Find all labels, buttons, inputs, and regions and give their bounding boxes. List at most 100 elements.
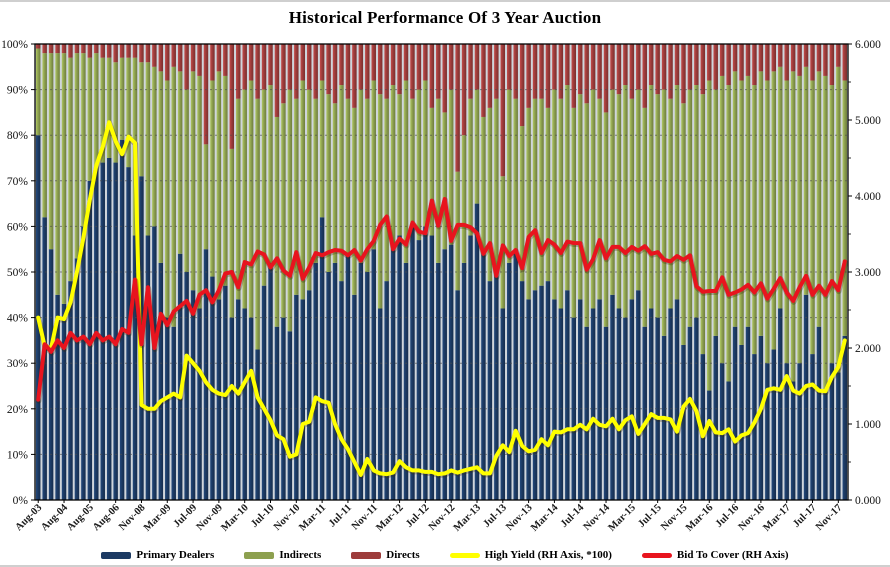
bar-segment: [397, 94, 402, 236]
bar-segment: [494, 98, 499, 272]
bar-segment: [216, 71, 222, 300]
bar-segment: [539, 44, 544, 99]
bar-segment: [519, 126, 525, 282]
axis-tick-label: 60%: [7, 221, 29, 233]
bar-segment: [390, 85, 396, 250]
bar-segment: [197, 44, 202, 76]
bar-segment: [629, 44, 635, 99]
bar-segment: [106, 158, 112, 500]
bar-segment: [590, 89, 596, 309]
bar-segment: [294, 294, 299, 500]
bar-segment: [707, 44, 712, 81]
bar-segment: [590, 308, 596, 500]
x-tick-label: Mar-10: [219, 502, 250, 533]
bar-segment: [106, 44, 112, 58]
bar-segment: [242, 308, 247, 500]
bar-segment: [100, 162, 105, 500]
bar-segment: [719, 75, 725, 364]
bar-segment: [590, 44, 596, 90]
bar-segment: [113, 162, 118, 500]
bar-segment: [36, 48, 41, 136]
bar-segment: [810, 44, 815, 81]
bar-segment: [268, 262, 273, 500]
bar-segment: [326, 44, 331, 95]
bar-segment: [42, 53, 47, 218]
bar-segment: [771, 349, 777, 500]
legend-label: Primary Dealers: [136, 549, 215, 561]
bar-segment: [287, 44, 293, 90]
bar-segment: [139, 62, 144, 177]
bar-segment: [513, 249, 518, 500]
bar-segment: [119, 57, 125, 140]
x-tick-label: Mar-16: [684, 502, 715, 533]
bar-segment: [423, 80, 428, 227]
bar-segment: [42, 44, 47, 54]
bar-segment: [584, 103, 589, 327]
bar-segment: [578, 299, 583, 500]
bar-segment: [829, 85, 835, 364]
bar-segment: [487, 107, 493, 282]
bar-segment: [778, 308, 783, 500]
legend: Primary Dealers Indirects Directs High Y…: [0, 549, 890, 561]
bar-segment: [726, 85, 731, 382]
bar-segment: [371, 80, 376, 250]
bar-segment: [345, 44, 351, 99]
x-tick-label: Mar-09: [142, 502, 173, 533]
bar-segment: [500, 308, 506, 500]
bar-segment: [713, 44, 718, 90]
directs-swatch: [351, 551, 382, 559]
x-tick-label: Mar-15: [606, 502, 637, 533]
x-tick-label: Aug-05: [65, 502, 96, 533]
bar-segment: [139, 44, 144, 63]
bar-segment: [616, 94, 622, 309]
bar-segment: [745, 326, 751, 500]
bar-segment: [790, 71, 796, 382]
bar-segment: [610, 89, 615, 295]
bar-segment: [371, 44, 376, 81]
bar-segment: [681, 44, 686, 104]
bar-segment: [648, 308, 654, 500]
bar-segment: [119, 139, 125, 500]
bar-segment: [384, 44, 389, 99]
bar-segment: [636, 290, 641, 500]
bar-segment: [713, 89, 718, 336]
bar-segment: [100, 57, 105, 163]
axis-tick-label: 3.000: [855, 267, 881, 279]
legend-label: Bid To Cover (RH Axis): [676, 549, 789, 561]
bar-segment: [184, 272, 189, 500]
bar-segment: [403, 44, 409, 81]
bar-segment: [158, 262, 164, 500]
bar-segment: [648, 44, 654, 86]
bar-segment: [829, 44, 835, 86]
bar-segment: [700, 44, 706, 95]
bar-segment: [236, 44, 241, 99]
axis-tick-label: 0.000: [855, 495, 881, 507]
bar-segment: [603, 44, 609, 113]
bar-segment: [810, 80, 815, 355]
bar-segment: [687, 326, 693, 500]
bar-segment: [539, 285, 544, 500]
bar-segment: [513, 44, 518, 99]
bar-segment: [771, 44, 777, 72]
bar-segment: [416, 44, 422, 90]
bar-segment: [552, 299, 557, 500]
x-tick-label: Mar-13: [452, 502, 483, 533]
bar-segment: [526, 107, 531, 300]
axis-tick-label: 2.000: [855, 343, 881, 355]
bar-segment: [61, 303, 67, 500]
bar-segment: [507, 262, 512, 500]
bar-segment: [307, 44, 312, 90]
bar-segment: [81, 53, 86, 227]
bar-segment: [532, 44, 538, 99]
chart-title: Historical Performance Of 3 Year Auction: [288, 8, 602, 27]
bar-segment: [448, 89, 454, 245]
bar-segment: [87, 44, 93, 58]
bar-segment: [236, 299, 241, 500]
bar-segment: [494, 272, 499, 500]
bar-segment: [455, 44, 460, 172]
bar-segment: [597, 98, 602, 300]
bar-segment: [558, 308, 564, 500]
axis-tick-label: 80%: [7, 130, 29, 142]
bar-segment: [655, 94, 660, 318]
bar-segment: [623, 44, 628, 86]
